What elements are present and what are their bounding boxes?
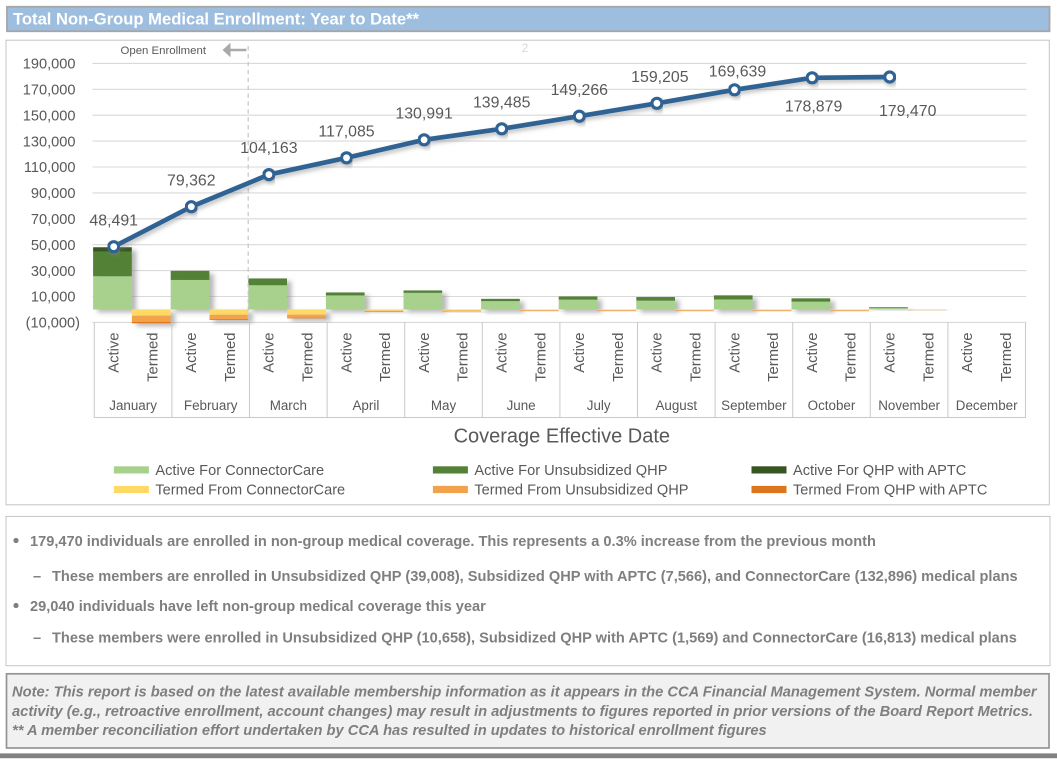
svg-text:** A member reconciliation eff: ** A member reconciliation effort undert… (12, 723, 767, 739)
svg-text:130,000: 130,000 (23, 134, 76, 150)
svg-text:Termed: Termed (223, 333, 239, 382)
svg-text:Termed: Termed (456, 333, 472, 382)
svg-text:Active: Active (572, 333, 588, 373)
svg-text:–: – (33, 631, 41, 647)
svg-text:These members were enrolled in: These members were enrolled in Unsubsidi… (52, 631, 1017, 647)
svg-text:29,040 individuals have left n: 29,040 individuals have left non-group m… (30, 599, 486, 615)
svg-text:November: November (878, 398, 940, 413)
svg-text:190,000: 190,000 (23, 57, 76, 73)
svg-text:Active: Active (495, 333, 511, 373)
svg-text:Termed: Termed (378, 333, 394, 382)
svg-text:Active: Active (805, 333, 821, 373)
svg-text:Active: Active (417, 333, 433, 373)
svg-text:–: – (33, 569, 41, 585)
svg-text:117,085: 117,085 (318, 123, 374, 140)
svg-text:These members are enrolled in: These members are enrolled in Unsubsidiz… (52, 569, 1018, 585)
svg-text:104,163: 104,163 (240, 140, 298, 157)
svg-text:130,991: 130,991 (395, 105, 453, 122)
svg-text:July: July (587, 398, 611, 413)
svg-text:Termed: Termed (301, 333, 317, 382)
svg-text:178,879: 178,879 (785, 98, 843, 115)
svg-text:(10,000): (10,000) (26, 316, 80, 332)
svg-text:January: January (109, 398, 157, 413)
svg-text:Active: Active (960, 333, 976, 373)
svg-text:February: February (184, 398, 238, 413)
svg-text:Active: Active (883, 333, 899, 373)
svg-text:179,470: 179,470 (879, 103, 937, 120)
svg-text:Open Enrollment: Open Enrollment (121, 45, 207, 57)
svg-text:Active For ConnectorCare: Active For ConnectorCare (155, 463, 324, 479)
svg-text:activity (e.g., retroactive en: activity (e.g., retroactive enrollment, … (12, 704, 1033, 720)
svg-text:March: March (270, 398, 307, 413)
svg-text:Active: Active (107, 333, 123, 373)
svg-text:Termed: Termed (999, 333, 1015, 382)
svg-text:August: August (655, 398, 697, 413)
svg-text:Active: Active (262, 333, 278, 373)
svg-text:Termed From Unsubsidized QHP: Termed From Unsubsidized QHP (474, 483, 688, 499)
svg-text:79,362: 79,362 (167, 172, 216, 189)
svg-text:90,000: 90,000 (31, 186, 76, 202)
svg-text:150,000: 150,000 (23, 108, 76, 124)
svg-text:Note: This report is based on: Note: This report is based on the latest… (12, 685, 1038, 701)
svg-text:Termed From ConnectorCare: Termed From ConnectorCare (155, 483, 345, 499)
svg-text:149,266: 149,266 (551, 82, 609, 99)
svg-text:Active For Unsubsidized QHP: Active For Unsubsidized QHP (474, 463, 667, 479)
svg-text:Termed: Termed (611, 333, 627, 382)
svg-text:48,491: 48,491 (89, 212, 138, 229)
svg-text:10,000: 10,000 (31, 290, 76, 306)
svg-text:Termed: Termed (844, 333, 860, 382)
svg-text:Termed: Termed (921, 333, 937, 382)
svg-text:Active: Active (184, 333, 200, 373)
svg-text:Termed: Termed (533, 333, 549, 382)
svg-text:April: April (353, 398, 380, 413)
svg-text:170,000: 170,000 (23, 83, 76, 99)
svg-text:Termed: Termed (766, 333, 782, 382)
svg-text:139,485: 139,485 (473, 94, 531, 111)
svg-text:169,639: 169,639 (709, 64, 767, 81)
svg-text:Active: Active (650, 333, 666, 373)
svg-text:Termed: Termed (145, 333, 161, 382)
svg-text:Coverage Effective Date: Coverage Effective Date (454, 426, 670, 448)
svg-text:Active: Active (339, 333, 355, 373)
svg-text:Termed From QHP with APTC: Termed From QHP with APTC (793, 483, 987, 499)
svg-text:159,205: 159,205 (631, 69, 689, 86)
svg-text:30,000: 30,000 (31, 264, 76, 280)
svg-text:Active For QHP with APTC: Active For QHP with APTC (793, 463, 966, 479)
svg-text:70,000: 70,000 (31, 212, 76, 228)
svg-text:September: September (721, 398, 787, 413)
svg-text:May: May (431, 398, 457, 413)
svg-text:50,000: 50,000 (31, 238, 76, 254)
svg-text:June: June (507, 398, 536, 413)
svg-text:2: 2 (522, 41, 529, 55)
svg-text:October: October (808, 398, 856, 413)
svg-text:Termed: Termed (689, 333, 705, 382)
svg-text:Active: Active (727, 333, 743, 373)
svg-text:December: December (956, 398, 1018, 413)
svg-text:110,000: 110,000 (24, 160, 76, 176)
svg-text:179,470 individuals are enroll: 179,470 individuals are enrolled in non-… (30, 534, 876, 550)
svg-text:Total Non-Group Medical Enroll: Total Non-Group Medical Enrollment: Year… (13, 9, 420, 28)
